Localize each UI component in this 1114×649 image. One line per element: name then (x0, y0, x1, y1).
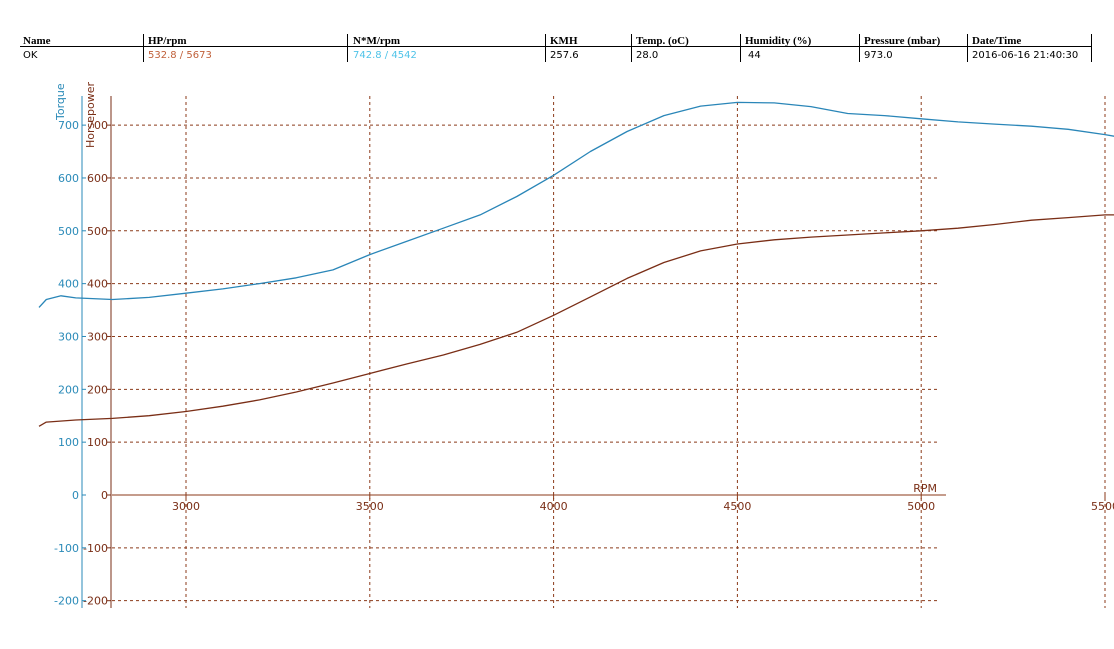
torque-tick-label: 700 (58, 119, 79, 132)
x-tick-label: 3000 (172, 500, 200, 513)
header-datetime-value: 2016-06-16 21:40:30 (972, 50, 1079, 61)
header-divider (347, 34, 348, 62)
horsepower-axis-title: Horsepower (84, 82, 97, 148)
x-tick-label: 5500 (1091, 500, 1114, 513)
header-divider (967, 34, 968, 62)
torque-tick-label: -100 (54, 542, 79, 555)
x-axis-title: RPM (913, 482, 937, 495)
horsepower-tick-label: -100 (83, 542, 108, 555)
header-divider (740, 34, 741, 62)
horsepower-tick-label: 500 (87, 225, 108, 238)
header-rule (20, 46, 1092, 47)
summary-header: Name OK HP/rpm 532.8 / 5673 N*M/rpm 742.… (0, 0, 1114, 70)
header-divider (143, 34, 144, 62)
torque-tick-label: 0 (72, 489, 79, 502)
header-humidity-label: Humidity (%) (745, 35, 812, 47)
header-divider (545, 34, 546, 62)
horsepower-tick-label: 0 (101, 489, 108, 502)
header-temp-value: 28.0 (636, 50, 659, 61)
torque-tick-label: 500 (58, 225, 79, 238)
torque-tick-label: 200 (58, 383, 79, 396)
torque-tick-label: 300 (58, 330, 79, 343)
torque-tick-label: 600 (58, 172, 79, 185)
header-name-label: Name (23, 35, 51, 47)
horsepower-tick-label: 700 (87, 119, 108, 132)
header-divider (859, 34, 860, 62)
x-tick-label: 5000 (907, 500, 935, 513)
torque-tick-label: 400 (58, 278, 79, 291)
horsepower-tick-label: 300 (87, 330, 108, 343)
horsepower-tick-label: 200 (87, 383, 108, 396)
horsepower-tick-label: -200 (83, 595, 108, 608)
header-divider (1091, 34, 1092, 62)
header-kmh-value: 257.6 (550, 50, 579, 61)
horsepower-tick-label: 100 (87, 436, 108, 449)
header-hp-value: 532.8 / 5673 (148, 50, 212, 61)
x-tick-label: 4000 (540, 500, 568, 513)
header-divider (631, 34, 632, 62)
header-temp-label: Temp. (oC) (636, 35, 689, 47)
x-tick-label: 4500 (723, 500, 751, 513)
header-torque-label: N*M/rpm (353, 35, 401, 47)
header-humidity-value: 44 (748, 50, 761, 61)
torque-tick-label: 100 (58, 436, 79, 449)
header-pressure-label: Pressure (mbar) (864, 35, 941, 47)
header-datetime-label: Date/Time (972, 35, 1022, 47)
torque-tick-label: -200 (54, 595, 79, 608)
header-pressure-value: 973.0 (864, 50, 893, 61)
x-tick-label: 3500 (356, 500, 384, 513)
horsepower-tick-label: 400 (87, 278, 108, 291)
horsepower-tick-label: 600 (87, 172, 108, 185)
header-name-value: OK (23, 50, 38, 61)
header-kmh-label: KMH (550, 35, 578, 47)
header-torque-value: 742.8 / 4542 (353, 50, 417, 61)
horsepower-series-line (38, 214, 1114, 427)
header-hp-label: HP/rpm (148, 35, 187, 47)
torque-axis-title: Torque (54, 83, 67, 121)
torque-series-line (38, 101, 1114, 308)
